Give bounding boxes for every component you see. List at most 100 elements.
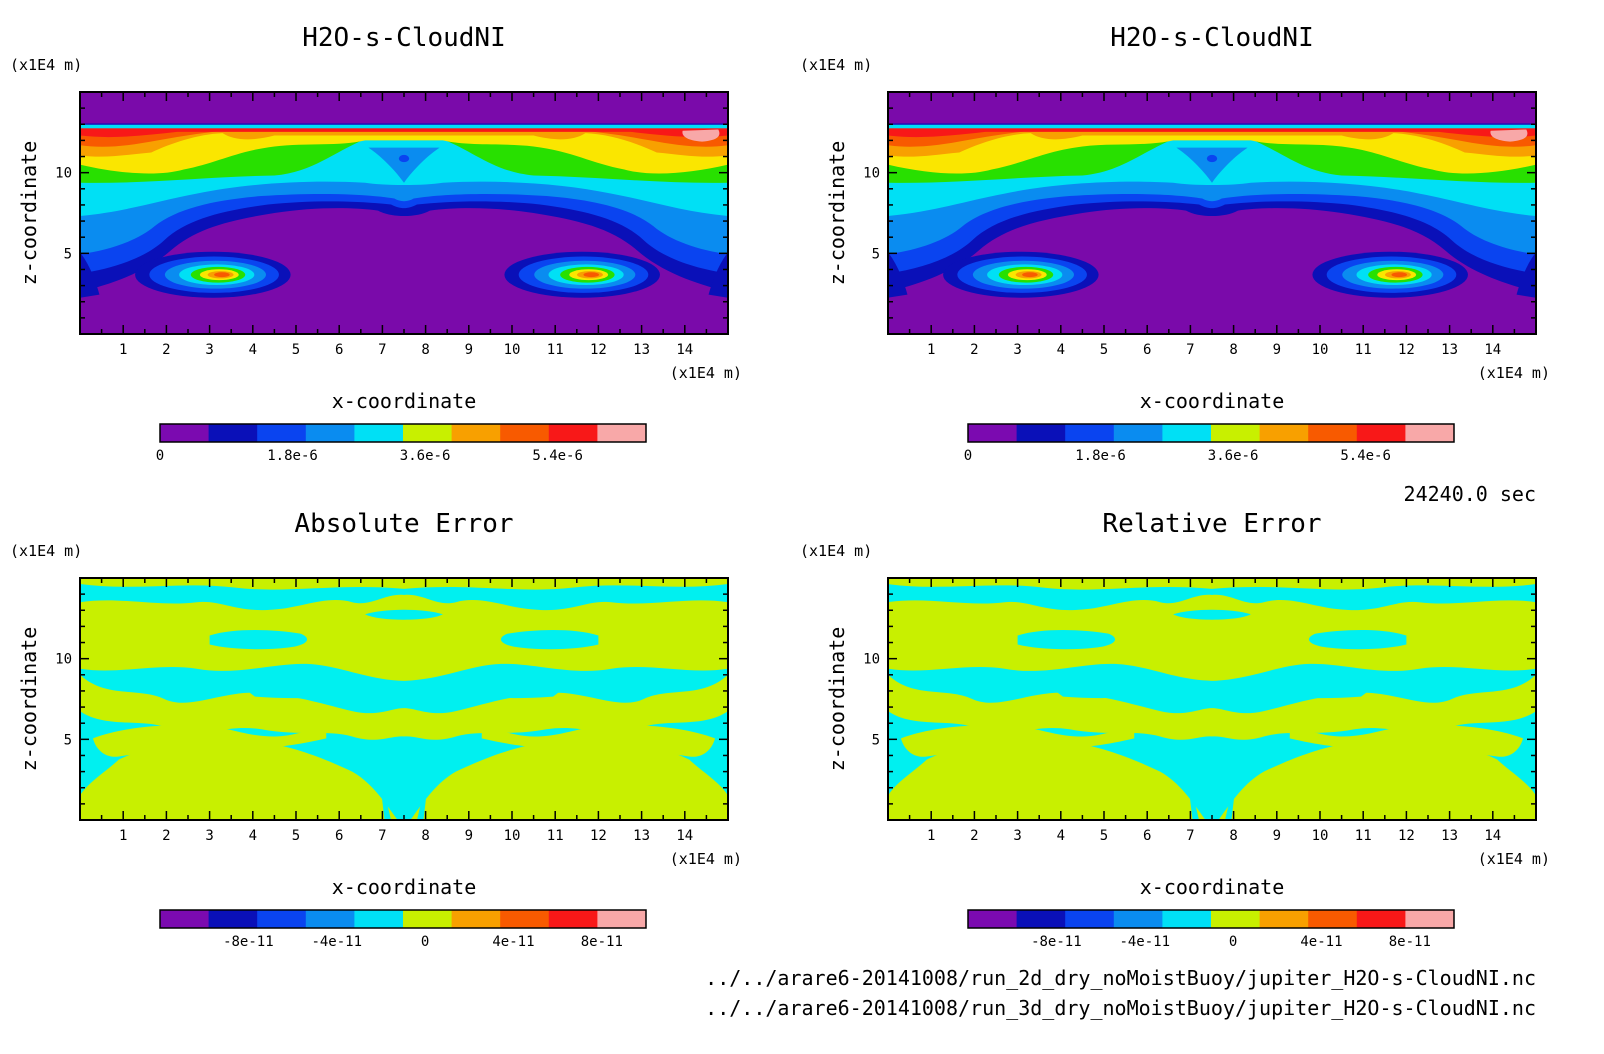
x-tick-label: 2 [970, 342, 978, 358]
contour-level [80, 123, 728, 125]
colorbar: -8e-11 -4e-11 0 4e-11 8e-11 [967, 909, 1455, 950]
contour-level [888, 594, 1536, 681]
x-axis-label: x-coordinate [1140, 875, 1285, 899]
x-axis-label: x-coordinate [332, 875, 477, 899]
y-tick-label: 10 [55, 652, 72, 668]
colorbar-label: 0 [156, 448, 164, 464]
x-tick-label: 13 [633, 342, 650, 358]
contour-level [888, 252, 908, 298]
x-tick-label: 4 [1057, 342, 1065, 358]
contour-level [468, 684, 567, 699]
contour-level [682, 129, 720, 142]
colorbar-swatch [1162, 424, 1212, 442]
x-tick-label: 10 [1312, 828, 1329, 844]
contour-level [214, 272, 230, 278]
colorbar-swatch [1405, 910, 1455, 928]
colorbar-swatch [354, 910, 404, 928]
contour-level [80, 127, 728, 157]
colorbar: 0 1.8e-6 3.6e-6 5.4e-6 [964, 423, 1455, 464]
x-tick-label: 11 [547, 342, 564, 358]
colorbar-label: 5.4e-6 [1340, 448, 1391, 464]
x-tick-label: 13 [633, 828, 650, 844]
panel-title: Relative Error [1102, 509, 1321, 539]
x-unit-label: (x1E4 m) [670, 850, 742, 868]
colorbar-swatch [257, 424, 307, 442]
x-tick-label: 14 [676, 828, 693, 844]
colorbar-label: 8e-11 [1389, 934, 1431, 950]
contour-level [888, 674, 1536, 740]
contour-level [80, 594, 728, 681]
contour-field [80, 92, 728, 334]
contour-level [1391, 272, 1408, 278]
x-tick-label: 8 [1229, 828, 1237, 844]
x-tick-label: 6 [1143, 342, 1151, 358]
colorbar-swatch [403, 910, 453, 928]
x-axis-label: x-coordinate [1140, 389, 1285, 413]
y-tick-label: 10 [863, 166, 880, 182]
x-tick-label: 2 [162, 342, 170, 358]
colorbar-swatch [257, 910, 307, 928]
colorbar-label: 4e-11 [1300, 934, 1342, 950]
contour-level [80, 124, 728, 129]
x-unit-label: (x1E4 m) [670, 364, 742, 382]
x-tick-label: 2 [162, 828, 170, 844]
contour-field [80, 578, 728, 820]
contour-level [1173, 609, 1251, 620]
colorbar-swatch [1113, 424, 1163, 442]
contour-level [242, 684, 340, 699]
colorbar-swatch [305, 910, 355, 928]
contour-level [888, 123, 1536, 125]
x-tick-label: 13 [1441, 828, 1458, 844]
contour-level [398, 154, 410, 163]
colorbar-frame [159, 909, 647, 929]
x-tick-label: 9 [465, 828, 473, 844]
y-axis-label: z-coordinate [825, 141, 849, 286]
contour-level [900, 725, 1135, 757]
colorbar-swatch [451, 424, 501, 442]
contour-level [1276, 684, 1374, 699]
colorbar-label: 0 [1229, 934, 1237, 950]
x-tick-label: 8 [1229, 342, 1237, 358]
contour-level [1050, 684, 1148, 699]
y-tick-label: 5 [64, 732, 72, 748]
x-tick-label: 6 [1143, 828, 1151, 844]
x-tick-label: 1 [119, 342, 127, 358]
colorbar-swatch [1211, 910, 1261, 928]
colorbar-label: -4e-11 [311, 934, 362, 950]
contour-level [481, 725, 716, 757]
contour-level [368, 147, 440, 183]
colorbar-swatch [160, 424, 210, 442]
x-axis-label: x-coordinate [332, 389, 477, 413]
contour-level [1516, 252, 1536, 298]
x-tick-label: 10 [1312, 342, 1329, 358]
colorbar-label: 5.4e-6 [532, 448, 583, 464]
contour-field [888, 92, 1536, 334]
colorbar-swatch [1308, 910, 1358, 928]
x-tick-label: 10 [504, 342, 521, 358]
x-tick-label: 4 [249, 342, 257, 358]
colorbar-swatch [354, 424, 404, 442]
x-tick-label: 7 [378, 342, 386, 358]
file-path-1: ../../arare6-20141008/run_2d_dry_noMoist… [705, 966, 1536, 990]
y-tick-label: 5 [872, 732, 880, 748]
x-tick-label: 5 [1100, 828, 1108, 844]
colorbar-label: 4e-11 [492, 934, 534, 950]
contour-level [500, 630, 599, 650]
y-tick-label: 10 [55, 166, 72, 182]
colorbar-swatch [1211, 424, 1261, 442]
contour-level [1186, 765, 1200, 820]
contour-level [888, 127, 1536, 138]
y-axis-label: z-coordinate [17, 141, 41, 286]
contour-level [624, 587, 728, 598]
colorbar-label: -8e-11 [1031, 934, 1082, 950]
x-tick-label: 3 [205, 828, 213, 844]
colorbar-label: 0 [964, 448, 972, 464]
y-unit-label: (x1E4 m) [800, 542, 872, 560]
contour-level [888, 737, 1536, 820]
colorbar-swatch [1259, 424, 1309, 442]
x-tick-label: 1 [927, 342, 935, 358]
